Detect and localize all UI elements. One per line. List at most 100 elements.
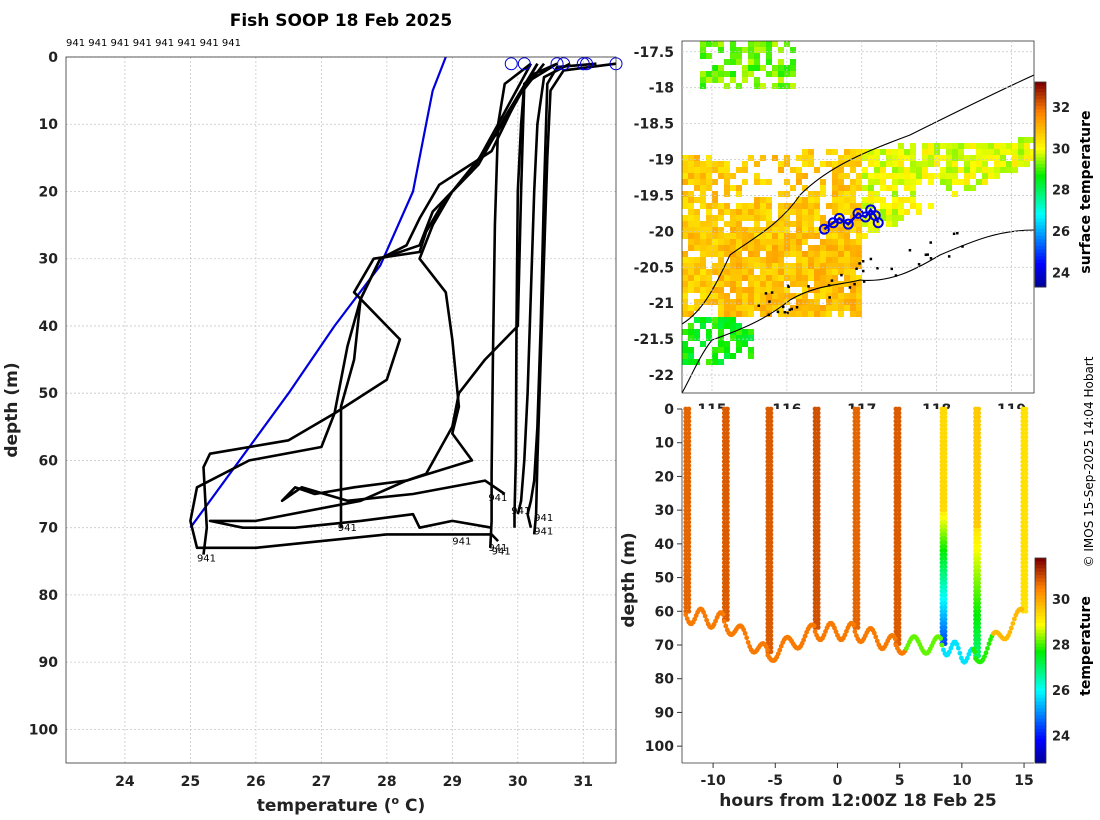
sst-pixel bbox=[724, 161, 730, 167]
section-sample-dot bbox=[896, 612, 902, 618]
section-sample-dot bbox=[942, 625, 948, 630]
map-colorbar-segment bbox=[1035, 82, 1046, 86]
sst-pixel bbox=[796, 251, 802, 257]
sst-pixel bbox=[820, 281, 826, 287]
section-sample-dot bbox=[855, 564, 861, 570]
section-sample-dot bbox=[768, 479, 774, 485]
sst-pixel bbox=[772, 239, 778, 245]
sst-pixel bbox=[748, 347, 754, 353]
section-sample-dot bbox=[686, 503, 692, 509]
section-colorbar-segment bbox=[1035, 592, 1046, 597]
sst-pixel bbox=[796, 239, 802, 245]
sst-pixel bbox=[682, 221, 688, 227]
section-x-tick-label: -10 bbox=[700, 773, 726, 789]
sst-pixel bbox=[748, 353, 754, 359]
section-sample-dot bbox=[815, 608, 821, 614]
reef-speckle bbox=[926, 253, 929, 256]
sst-pixel bbox=[742, 341, 748, 347]
sst-pixel bbox=[982, 179, 988, 185]
section-sample-dot bbox=[976, 422, 982, 428]
section-sample-dot bbox=[942, 621, 948, 626]
sst-pixel bbox=[700, 77, 706, 83]
section-sample-dot bbox=[701, 609, 707, 615]
sst-pixel bbox=[706, 221, 712, 227]
section-sample-dot bbox=[768, 519, 774, 525]
sst-pixel bbox=[730, 245, 736, 251]
sst-pixel bbox=[850, 257, 856, 263]
section-sample-dot bbox=[942, 414, 948, 420]
section-sample-dot bbox=[896, 544, 902, 549]
map-colorbar-segment bbox=[1035, 92, 1046, 97]
section-colorbar-segment bbox=[1035, 636, 1046, 641]
sst-pixel bbox=[862, 221, 868, 227]
sst-pixel bbox=[850, 245, 856, 251]
section-sample-dot bbox=[1007, 629, 1013, 635]
sst-pixel bbox=[688, 203, 694, 209]
section-sample-dot bbox=[686, 560, 692, 566]
sst-pixel bbox=[760, 293, 766, 299]
sst-pixel bbox=[898, 161, 904, 167]
sst-pixel bbox=[862, 155, 868, 161]
sst-pixel bbox=[772, 65, 778, 71]
sst-pixel bbox=[688, 227, 694, 233]
sst-pixel bbox=[718, 281, 724, 287]
section-sample-dot bbox=[724, 560, 730, 566]
sst-pixel bbox=[868, 185, 874, 191]
section-colorbar-segment bbox=[1035, 759, 1046, 764]
map-colorbar-segment bbox=[1035, 160, 1046, 165]
sst-pixel bbox=[826, 287, 832, 293]
sst-pixel bbox=[700, 245, 706, 251]
section-colorbar-segment bbox=[1035, 619, 1046, 624]
sst-pixel bbox=[1018, 143, 1024, 149]
sst-pixel bbox=[718, 65, 724, 71]
sst-pixel bbox=[700, 203, 706, 209]
section-sample-dot bbox=[815, 438, 821, 444]
section-sample-dot bbox=[686, 523, 692, 529]
sst-pixel bbox=[748, 293, 754, 299]
sst-pixel bbox=[880, 215, 886, 221]
map-colorbar-segment bbox=[1035, 269, 1046, 274]
sst-pixel bbox=[766, 215, 772, 221]
sst-pixel bbox=[784, 269, 790, 275]
sst-pixel bbox=[778, 71, 784, 77]
sst-pixel bbox=[790, 65, 796, 71]
section-colorbar-segment bbox=[1035, 735, 1046, 740]
section-sample-dot bbox=[855, 471, 861, 477]
sst-pixel bbox=[766, 59, 772, 65]
sst-pixel bbox=[694, 305, 700, 311]
sst-pixel bbox=[898, 179, 904, 185]
sst-pixel bbox=[742, 299, 748, 305]
sst-pixel bbox=[742, 311, 748, 317]
section-sample-dot bbox=[855, 536, 861, 541]
sst-pixel bbox=[922, 149, 928, 155]
sst-pixel bbox=[724, 317, 730, 323]
reef-speckle bbox=[869, 257, 873, 261]
section-sample-dot bbox=[713, 618, 718, 624]
section-sample-dot bbox=[983, 650, 989, 656]
section-y-tick-label: 80 bbox=[655, 672, 675, 688]
sst-pixel bbox=[802, 299, 808, 305]
sst-pixel bbox=[748, 287, 754, 293]
sst-pixel bbox=[838, 167, 844, 173]
sst-pixel bbox=[838, 203, 844, 209]
sst-pixel bbox=[838, 197, 844, 203]
sst-pixel bbox=[832, 257, 838, 263]
sst-pixel bbox=[802, 281, 808, 287]
sst-pixel bbox=[730, 305, 736, 311]
sst-pixel bbox=[832, 161, 838, 167]
sst-pixel bbox=[724, 239, 730, 245]
sst-pixel bbox=[760, 299, 766, 305]
sst-pixel bbox=[736, 293, 742, 299]
map-colorbar-segment bbox=[1035, 146, 1046, 151]
sst-pixel bbox=[832, 305, 838, 311]
section-sample-dot bbox=[815, 600, 821, 606]
section-colorbar-segment bbox=[1035, 643, 1046, 648]
section-sample-dot bbox=[976, 645, 982, 651]
sst-pixel bbox=[766, 269, 772, 275]
sst-pixel bbox=[934, 173, 940, 179]
sst-pixel bbox=[850, 287, 856, 293]
reef-speckle bbox=[961, 245, 964, 248]
section-sample-dot bbox=[724, 483, 730, 489]
sst-pixel bbox=[724, 311, 730, 317]
section-sample-dot bbox=[976, 430, 982, 436]
